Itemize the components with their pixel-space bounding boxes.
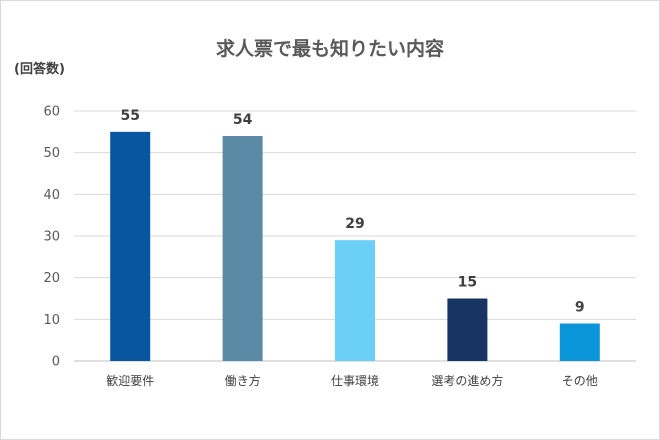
y-tick-labels: 0 10 20 30 40 50 60: [43, 105, 60, 370]
y-axis-label: (回答数): [14, 62, 65, 77]
y-tick-label: 50: [43, 146, 60, 161]
bar: [559, 323, 600, 361]
data-label: 55: [120, 108, 139, 124]
y-tick-label: 40: [43, 188, 60, 203]
chart-title: 求人票で最も知りたい内容: [215, 38, 444, 60]
data-label: 29: [345, 216, 364, 232]
category-label: 働き方: [225, 373, 261, 388]
category-labels: 歓迎要件 働き方 仕事環境 選考の進め方 その他: [106, 373, 598, 388]
data-label: 54: [233, 112, 253, 128]
bars: [110, 131, 600, 361]
bar: [222, 136, 263, 361]
y-tick-label: 10: [43, 313, 60, 328]
data-labels: 55 54 29 15 9: [120, 108, 584, 316]
y-tick-label: 0: [52, 355, 60, 370]
y-tick-label: 60: [43, 105, 60, 120]
bar: [110, 131, 151, 361]
category-label: 歓迎要件: [106, 374, 154, 388]
data-label: 15: [458, 275, 477, 291]
category-label: 選考の進め方: [431, 373, 503, 388]
y-tick-label: 30: [43, 230, 60, 245]
category-label: 仕事環境: [331, 373, 379, 388]
bar: [335, 240, 375, 361]
y-tick-label: 20: [43, 271, 60, 286]
bar: [447, 298, 488, 361]
category-label: その他: [562, 374, 598, 388]
data-label: 9: [575, 300, 585, 316]
